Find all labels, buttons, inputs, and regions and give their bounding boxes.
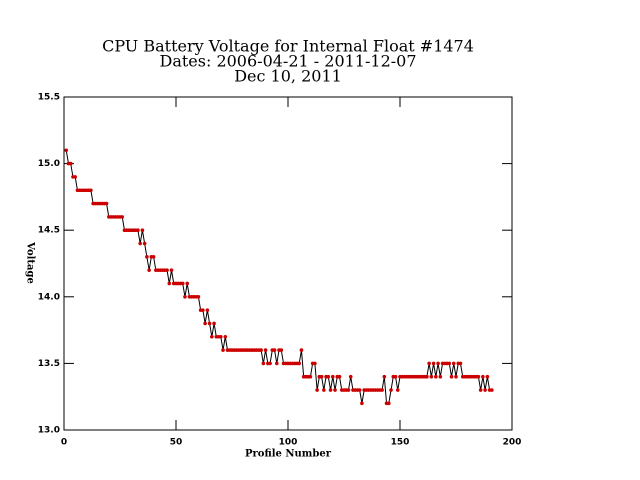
data-point bbox=[380, 388, 384, 392]
data-point bbox=[140, 228, 145, 232]
x-tick-label: 100 bbox=[279, 438, 298, 448]
data-point bbox=[328, 388, 333, 392]
data-point bbox=[451, 361, 456, 366]
data-point bbox=[142, 241, 147, 246]
data-point bbox=[205, 308, 210, 312]
data-point bbox=[360, 401, 364, 406]
data-point bbox=[165, 268, 169, 272]
data-point bbox=[210, 334, 214, 339]
data-point bbox=[201, 308, 205, 312]
y-axis-label: Voltage bbox=[25, 241, 36, 284]
y-tick-label: 14.5 bbox=[38, 226, 60, 236]
data-point bbox=[382, 374, 387, 379]
data-point bbox=[183, 295, 187, 299]
data-point bbox=[151, 255, 156, 259]
data-point bbox=[268, 361, 272, 366]
title-line: CPU Battery Voltage for Internal Float #… bbox=[102, 37, 474, 56]
data-point bbox=[308, 374, 313, 379]
data-point bbox=[138, 241, 142, 246]
data-point bbox=[434, 374, 438, 379]
data-point bbox=[147, 268, 151, 272]
data-point bbox=[447, 361, 452, 366]
x-tick-label: 150 bbox=[391, 438, 410, 448]
y-tick-label: 13.0 bbox=[38, 426, 60, 436]
data-point bbox=[219, 334, 223, 339]
data-point bbox=[120, 215, 125, 219]
data-point bbox=[272, 348, 277, 352]
data-point bbox=[319, 374, 324, 379]
data-point bbox=[185, 281, 189, 286]
data-point bbox=[297, 361, 302, 366]
data-point bbox=[299, 348, 304, 352]
data-point bbox=[279, 348, 284, 352]
data-point bbox=[429, 374, 434, 379]
data-point bbox=[196, 295, 201, 299]
data-point bbox=[203, 321, 207, 326]
data-point bbox=[476, 374, 481, 379]
data-point bbox=[425, 374, 429, 379]
data-point bbox=[436, 361, 440, 366]
data-point bbox=[313, 361, 317, 366]
y-tick-label: 13.5 bbox=[38, 359, 60, 369]
data-point bbox=[136, 228, 140, 232]
data-point bbox=[395, 388, 400, 392]
data-point bbox=[438, 374, 443, 379]
data-point bbox=[145, 255, 149, 259]
data-point bbox=[322, 388, 326, 392]
data-point bbox=[427, 361, 431, 366]
data-point bbox=[263, 348, 268, 352]
data-point bbox=[454, 374, 458, 379]
data-point bbox=[68, 161, 73, 166]
data-point bbox=[275, 361, 279, 366]
data-point bbox=[73, 175, 77, 179]
data-point bbox=[483, 388, 487, 392]
y-tick-label: 15.0 bbox=[38, 159, 60, 169]
data-point bbox=[167, 281, 172, 286]
data-point bbox=[431, 361, 436, 366]
data-point bbox=[333, 388, 337, 392]
data-point bbox=[458, 361, 463, 366]
data-point bbox=[478, 388, 483, 392]
data-point bbox=[348, 374, 353, 379]
title-line: Dates: 2006-04-21 - 2011-12-07 bbox=[159, 52, 416, 71]
data-point bbox=[223, 334, 228, 339]
data-point bbox=[490, 388, 494, 392]
data-point bbox=[169, 268, 174, 272]
x-tick-label: 50 bbox=[170, 438, 183, 448]
data-point bbox=[331, 374, 335, 379]
y-tick-label: 14.0 bbox=[38, 292, 60, 302]
data-point bbox=[261, 361, 266, 366]
data-point bbox=[387, 401, 391, 406]
data-point bbox=[89, 188, 93, 193]
data-point bbox=[326, 374, 331, 379]
data-point bbox=[212, 321, 216, 326]
x-tick-label: 200 bbox=[503, 438, 522, 448]
data-point bbox=[221, 348, 225, 352]
x-tick-label: 0 bbox=[61, 438, 67, 448]
data-point bbox=[180, 281, 185, 286]
data-point bbox=[449, 374, 454, 379]
data-point bbox=[315, 388, 319, 392]
data-point bbox=[346, 388, 351, 392]
data-point bbox=[393, 374, 398, 379]
data-point bbox=[485, 374, 490, 379]
data-point bbox=[207, 321, 212, 326]
x-axis-label: Profile Number bbox=[245, 449, 332, 460]
data-point bbox=[259, 348, 263, 352]
data-point bbox=[481, 374, 485, 379]
data-point bbox=[357, 388, 362, 392]
data-point bbox=[64, 148, 69, 153]
data-point bbox=[337, 374, 342, 379]
y-tick-label: 15.5 bbox=[38, 93, 60, 103]
title-line: Dec 10, 2011 bbox=[234, 67, 342, 86]
data-point bbox=[389, 388, 393, 392]
data-point bbox=[104, 201, 109, 206]
